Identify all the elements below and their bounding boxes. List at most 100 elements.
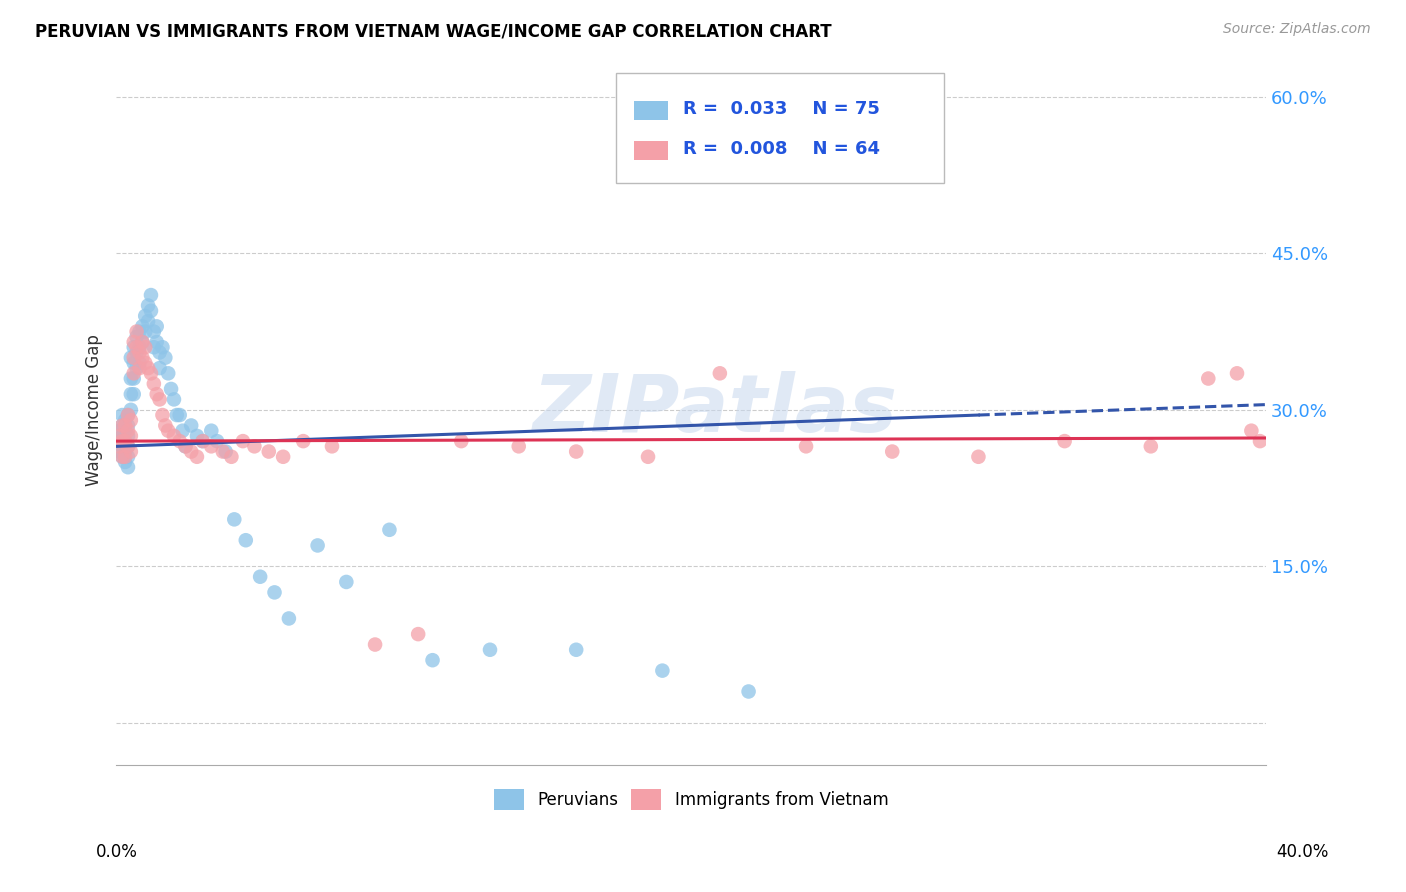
Peruvians [120, 371, 142, 385]
Peruvians [117, 429, 139, 443]
Text: PERUVIAN VS IMMIGRANTS FROM VIETNAM WAGE/INCOME GAP CORRELATION CHART: PERUVIAN VS IMMIGRANTS FROM VIETNAM WAGE… [35, 22, 832, 40]
Immigrants from Vietnam [1240, 424, 1263, 438]
Immigrants from Vietnam [128, 345, 150, 359]
Peruvians [249, 570, 271, 584]
Peruvians [111, 418, 134, 433]
Peruvians [114, 444, 136, 458]
Bar [634, 141, 668, 161]
Y-axis label: Wage/Income Gap: Wage/Income Gap [86, 334, 103, 486]
Immigrants from Vietnam [136, 361, 159, 376]
Peruvians [122, 387, 145, 401]
Immigrants from Vietnam [131, 334, 153, 349]
Peruvians [131, 334, 153, 349]
Bar [634, 101, 668, 120]
Peruvians [111, 429, 134, 443]
Peruvians [125, 361, 148, 376]
Peruvians [263, 585, 285, 599]
Peruvians [108, 444, 131, 458]
Peruvians [378, 523, 401, 537]
Immigrants from Vietnam [1053, 434, 1076, 449]
Immigrants from Vietnam [257, 444, 280, 458]
Immigrants from Vietnam [186, 450, 208, 464]
Peruvians [145, 334, 167, 349]
Peruvians [122, 340, 145, 354]
Peruvians [737, 684, 759, 698]
Immigrants from Vietnam [163, 429, 186, 443]
FancyBboxPatch shape [616, 73, 943, 183]
Peruvians [565, 642, 588, 657]
Peruvians [128, 340, 150, 354]
Immigrants from Vietnam [882, 444, 904, 458]
Peruvians [111, 408, 134, 422]
Text: ZIPatlas: ZIPatlas [531, 371, 897, 449]
Immigrants from Vietnam [111, 434, 134, 449]
Text: 40.0%: 40.0% [1277, 843, 1329, 861]
Peruvians [122, 371, 145, 385]
Peruvians [120, 387, 142, 401]
Peruvians [422, 653, 444, 667]
Peruvians [136, 298, 159, 312]
Immigrants from Vietnam [211, 444, 233, 458]
Immigrants from Vietnam [169, 434, 191, 449]
Immigrants from Vietnam [155, 418, 177, 433]
Peruvians [215, 444, 238, 458]
Peruvians [651, 664, 673, 678]
Peruvians [155, 351, 177, 365]
Peruvians [157, 367, 180, 381]
Immigrants from Vietnam [565, 444, 588, 458]
Immigrants from Vietnam [122, 334, 145, 349]
Immigrants from Vietnam [709, 367, 731, 381]
Peruvians [128, 325, 150, 339]
Peruvians [224, 512, 246, 526]
Immigrants from Vietnam [134, 356, 156, 370]
Peruvians [169, 408, 191, 422]
Peruvians [205, 434, 228, 449]
Immigrants from Vietnam [271, 450, 294, 464]
Legend: Peruvians, Immigrants from Vietnam: Peruvians, Immigrants from Vietnam [486, 783, 896, 816]
Immigrants from Vietnam [142, 376, 165, 391]
Peruvians [142, 325, 165, 339]
Peruvians [120, 402, 142, 417]
Immigrants from Vietnam [139, 367, 162, 381]
Peruvians [186, 429, 208, 443]
Immigrants from Vietnam [122, 351, 145, 365]
Immigrants from Vietnam [128, 361, 150, 376]
Peruvians [117, 418, 139, 433]
Text: R =  0.008    N = 64: R = 0.008 N = 64 [683, 140, 880, 159]
Peruvians [134, 309, 156, 323]
Immigrants from Vietnam [117, 408, 139, 422]
Immigrants from Vietnam [321, 439, 343, 453]
Peruvians [111, 439, 134, 453]
Immigrants from Vietnam [117, 439, 139, 453]
Immigrants from Vietnam [114, 434, 136, 449]
Immigrants from Vietnam [637, 450, 659, 464]
Peruvians [149, 345, 172, 359]
Peruvians [180, 418, 202, 433]
Text: Source: ZipAtlas.com: Source: ZipAtlas.com [1223, 22, 1371, 37]
Peruvians [131, 319, 153, 334]
Peruvians [145, 319, 167, 334]
Immigrants from Vietnam [1226, 367, 1249, 381]
Immigrants from Vietnam [117, 424, 139, 438]
Peruvians [117, 408, 139, 422]
Immigrants from Vietnam [508, 439, 530, 453]
Peruvians [117, 460, 139, 475]
Peruvians [128, 356, 150, 370]
Immigrants from Vietnam [114, 450, 136, 464]
Peruvians [307, 538, 329, 552]
Peruvians [191, 434, 214, 449]
Immigrants from Vietnam [243, 439, 266, 453]
Peruvians [139, 288, 162, 302]
Immigrants from Vietnam [145, 387, 167, 401]
Peruvians [111, 450, 134, 464]
Immigrants from Vietnam [180, 444, 202, 458]
Peruvians [163, 392, 186, 407]
Peruvians [114, 434, 136, 449]
Immigrants from Vietnam [122, 367, 145, 381]
Peruvians [108, 434, 131, 449]
Peruvians [174, 439, 197, 453]
Immigrants from Vietnam [131, 351, 153, 365]
Immigrants from Vietnam [967, 450, 990, 464]
Immigrants from Vietnam [120, 413, 142, 427]
Immigrants from Vietnam [191, 434, 214, 449]
